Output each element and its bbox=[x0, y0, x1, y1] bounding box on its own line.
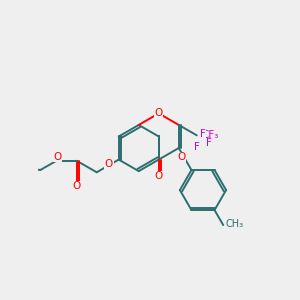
Text: CH₃: CH₃ bbox=[226, 219, 244, 229]
Text: O: O bbox=[73, 181, 81, 191]
Text: F: F bbox=[206, 138, 212, 148]
Text: O: O bbox=[154, 171, 163, 181]
Text: O: O bbox=[105, 159, 113, 169]
Text: F: F bbox=[194, 142, 200, 152]
Text: F: F bbox=[200, 129, 206, 139]
Text: CF₃: CF₃ bbox=[201, 130, 218, 140]
Text: O: O bbox=[178, 152, 186, 162]
Text: O: O bbox=[54, 152, 62, 162]
Text: O: O bbox=[154, 108, 163, 118]
